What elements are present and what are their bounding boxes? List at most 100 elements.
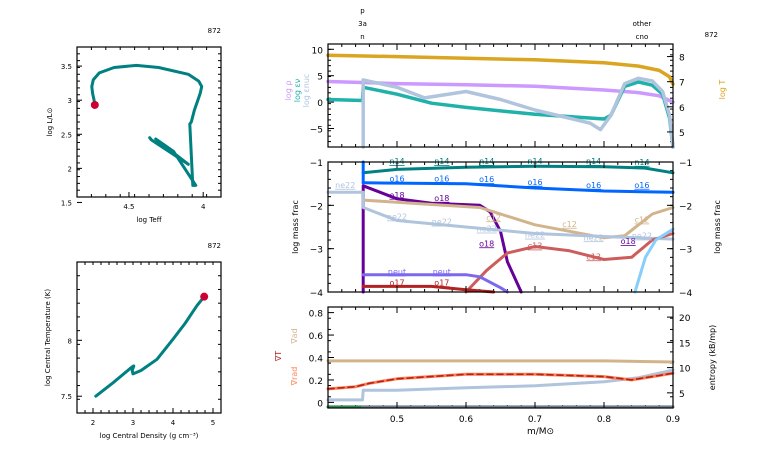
series-c13	[464, 232, 675, 294]
y-tick-label: 2.5	[61, 131, 72, 139]
species-label-c12: c12	[562, 220, 577, 229]
species-label-o18: o18	[479, 239, 494, 248]
x-tick-label: 4.5	[123, 203, 134, 211]
species-label-o16: o16	[634, 181, 649, 190]
y-tick-label: −4	[310, 289, 324, 299]
model-number: 872	[208, 242, 221, 250]
series-o16	[361, 181, 675, 194]
y-tick-label: 7.5	[61, 393, 72, 401]
species-label-c12: c12	[486, 213, 501, 222]
x-axis-label: m/M⊙	[527, 427, 554, 437]
species-label-o17: o17	[389, 278, 404, 287]
current-model-marker	[90, 100, 99, 109]
y2-tick-label: 5	[679, 390, 685, 400]
species-label-ne22: ne22	[632, 232, 652, 241]
series-n14	[361, 164, 675, 175]
y-axis-label: log ρ	[284, 81, 293, 101]
species-label-o16: o16	[434, 174, 449, 183]
species-label-ne22: ne22	[432, 218, 452, 227]
y-axis-label: log mass frac	[291, 200, 300, 254]
species-label-c13: c13	[528, 242, 543, 251]
y-tick-label: −1	[310, 159, 323, 169]
y2-axis-label: entropy (kB/mp)	[708, 325, 717, 390]
x-tick-label: 0.6	[459, 415, 474, 425]
species-label-c13: c13	[586, 252, 601, 261]
species-label-o16: o16	[586, 181, 601, 190]
y2-tick-label: −4	[679, 289, 693, 299]
burn-zone-annotation: p	[360, 7, 365, 15]
series-neut	[361, 273, 509, 294]
y-tick-label: 0.6	[309, 332, 324, 342]
series-ne22	[326, 190, 675, 241]
y2-tick-label: −2	[679, 202, 692, 212]
x-tick-label: 5	[211, 419, 215, 427]
rhoT-frame	[76, 261, 222, 414]
y-axis-label: ∇rad	[290, 367, 299, 387]
species-label-o17: o17	[434, 278, 449, 287]
x-tick-label: 0.7	[528, 415, 542, 425]
series-log-eps_nuc	[361, 76, 675, 149]
series-h1	[633, 227, 675, 294]
species-label-ne22: ne22	[477, 225, 497, 234]
profile-top-frame	[327, 43, 674, 148]
y-tick-label: 1.5	[61, 199, 72, 207]
x-tick-label: 3	[131, 419, 135, 427]
species-label-neut: neut	[388, 268, 406, 277]
y-tick-label: 0	[317, 399, 323, 409]
y-tick-label: 5	[317, 73, 323, 83]
y2-tick-label: 5	[679, 129, 685, 139]
y-tick-label: 8	[68, 337, 72, 345]
y-tick-label: −3	[310, 246, 323, 256]
series-grad_t	[327, 372, 674, 390]
y-tick-label: −5	[310, 126, 323, 136]
species-label-o16: o16	[527, 178, 542, 187]
profile-bot-frame	[327, 306, 674, 409]
y-tick-label: 0.2	[309, 377, 323, 387]
series-track	[94, 295, 206, 398]
y2-tick-label: 10	[679, 365, 691, 375]
y-axis-label: log εν	[293, 78, 302, 102]
x-tick-label: 4	[201, 203, 206, 211]
y2-tick-label: 8	[679, 54, 685, 64]
y2-tick-label: 15	[679, 339, 690, 349]
current-model-marker	[200, 292, 209, 301]
x-tick-label: 0.5	[390, 415, 404, 425]
y2-tick-label: −3	[679, 246, 692, 256]
species-label-ne22: ne22	[335, 181, 355, 190]
y-axis-label: log L/L⊙	[46, 108, 54, 137]
species-label-ne22: ne22	[525, 231, 545, 240]
x-tick-label: 0.8	[597, 415, 612, 425]
y-axis-label: ∇ad	[290, 328, 299, 344]
x-tick-label: 2	[91, 419, 95, 427]
y-axis-label: ∇T	[274, 351, 283, 362]
y-tick-label: 0.8	[309, 310, 324, 320]
y2-tick-label: 6	[679, 104, 685, 114]
y-tick-label: 0	[317, 99, 323, 109]
y-tick-label: 3.5	[61, 63, 72, 71]
species-label-ne22: ne22	[584, 233, 604, 242]
species-label-o18: o18	[621, 237, 636, 246]
species-label-o16: o16	[389, 174, 404, 183]
species-label-neut: neut	[433, 268, 451, 277]
y2-tick-label: 20	[679, 314, 691, 324]
species-label-c12: c12	[635, 216, 650, 225]
model-number: 872	[208, 27, 221, 35]
burn-zone-annotation: 3a	[358, 20, 367, 28]
x-axis-label: log Central Density (g cm⁻³)	[100, 432, 199, 440]
species-label-o16: o16	[479, 175, 494, 184]
series-log-rho	[326, 79, 675, 104]
y2-tick-label: −1	[679, 159, 692, 169]
species-label-ne22: ne22	[387, 212, 407, 221]
y-axis-label: log Central Temperature (K)	[44, 289, 52, 386]
y-tick-label: −2	[310, 202, 323, 212]
series-log-eps_nu	[326, 80, 675, 149]
y2-axis-label: log T	[718, 80, 727, 100]
species-label-o18: o18	[434, 194, 449, 203]
x-tick-label: 0.9	[666, 415, 681, 425]
x-axis-label: log Teff	[136, 216, 161, 224]
species-label-o18: o18	[389, 191, 404, 200]
hr-frame	[76, 46, 222, 198]
y-tick-label: 3	[68, 97, 72, 105]
series-grad_ad	[326, 359, 675, 364]
